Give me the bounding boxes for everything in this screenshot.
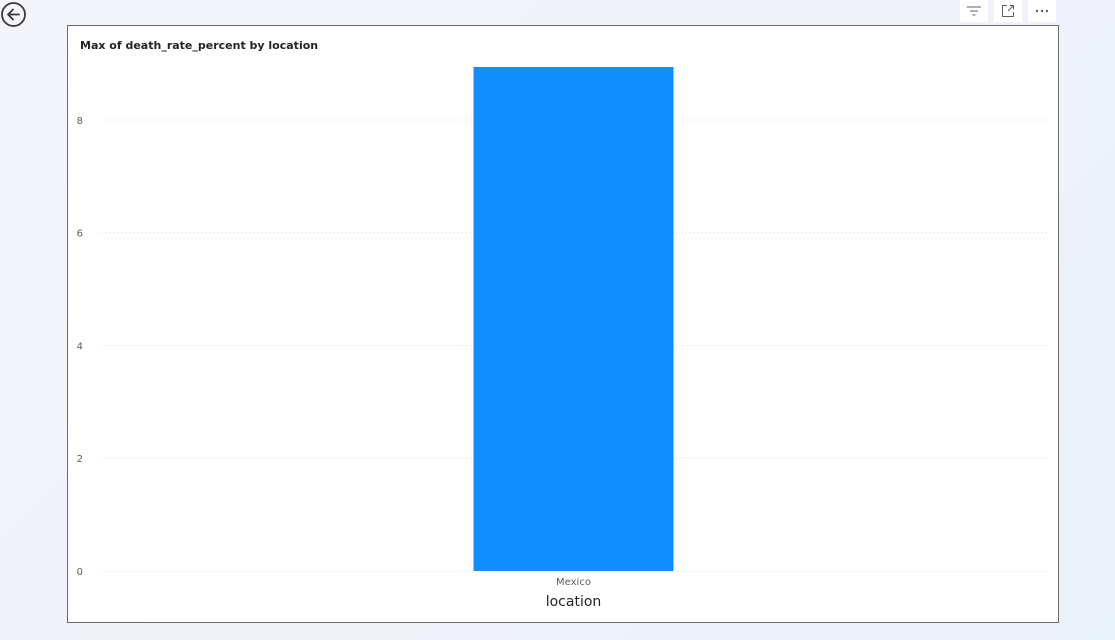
back-button[interactable] — [0, 1, 27, 28]
bars — [473, 67, 674, 571]
filter-lines-icon — [967, 6, 981, 16]
x-tick-label: Mexico — [556, 577, 591, 588]
bar[interactable] — [473, 67, 674, 571]
y-tick-label: 8 — [77, 116, 83, 127]
more-ellipsis-icon — [1035, 9, 1049, 13]
expand-icon — [1002, 5, 1014, 17]
focus-mode-button[interactable] — [994, 0, 1022, 22]
filter-button[interactable] — [960, 0, 988, 22]
visual-header-actions — [960, 0, 1062, 22]
y-axis-ticks: 0 2 4 6 8 — [77, 116, 83, 578]
x-axis-ticks: Mexico — [556, 577, 591, 588]
y-tick-label: 6 — [77, 229, 83, 240]
x-axis-title: location — [546, 594, 602, 610]
y-tick-label: 4 — [77, 341, 83, 352]
more-options-button[interactable] — [1028, 0, 1056, 22]
bar-chart-visual[interactable]: Max of death_rate_percent by location 0 2… — [67, 25, 1059, 623]
chart-plot: 0 2 4 6 8 Mexico location — [77, 67, 1046, 610]
chart-title: Max of death_rate_percent by location — [80, 39, 319, 52]
back-arrow-circle-icon — [1, 2, 26, 27]
y-tick-label: 2 — [77, 454, 83, 465]
y-tick-label: 0 — [77, 567, 83, 578]
